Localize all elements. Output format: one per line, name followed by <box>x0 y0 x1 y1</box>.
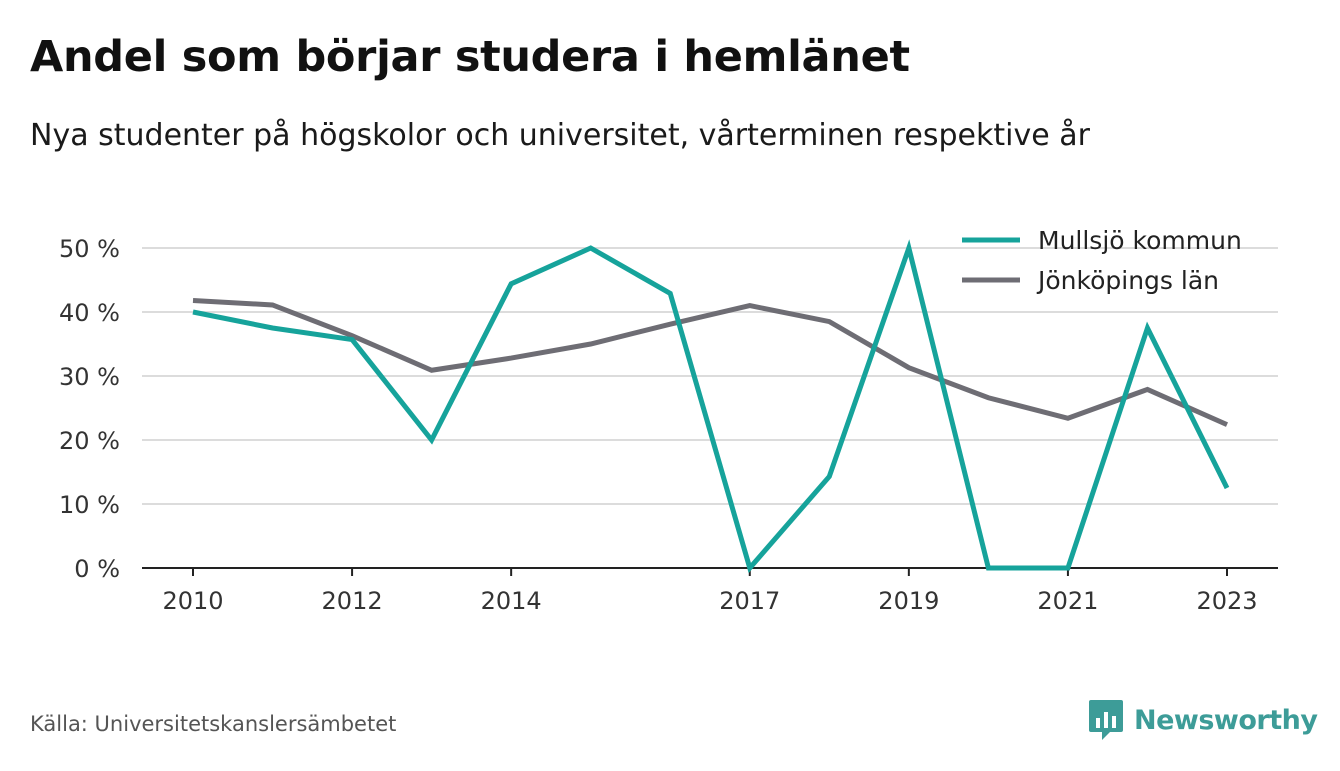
series-lines <box>192 239 1230 574</box>
source-note: Källa: Universitetskanslersämbetet <box>30 712 397 736</box>
legend-label: Mullsjö kommun <box>1038 226 1242 255</box>
x-tick-label: 2012 <box>322 587 383 615</box>
y-tick-label: 10 % <box>59 491 120 519</box>
grid-lines <box>142 247 1278 569</box>
x-tick-label: 2014 <box>481 587 542 615</box>
newsworthy-logo-icon <box>1089 700 1123 740</box>
y-tick-label: 20 % <box>59 427 120 455</box>
x-tick-label: 2021 <box>1037 587 1098 615</box>
x-tick-label: 2010 <box>162 587 223 615</box>
series-line-jönköpings-län <box>192 297 1229 427</box>
x-tick-label: 2023 <box>1196 587 1257 615</box>
y-tick-label: 40 % <box>59 299 120 327</box>
chart-subtitle: Nya studenter på högskolor och universit… <box>30 118 1090 153</box>
legend: Mullsjö kommun Jönköpings län <box>962 226 1242 295</box>
series-line-mullsjö-kommun <box>192 239 1230 574</box>
x-tick-label: 2019 <box>878 587 939 615</box>
x-axis-ticks: 2010 2012 2014 2017 2019 2021 2023 <box>162 568 1258 615</box>
y-axis-ticks: 0 % 10 % 20 % 30 % 40 % 50 % <box>59 235 120 583</box>
x-tick-label: 2017 <box>719 587 780 615</box>
brand-name: Newsworthy <box>1134 704 1318 736</box>
y-tick-label: 0 % <box>74 555 120 583</box>
legend-label: Jönköpings län <box>1036 266 1219 295</box>
y-tick-label: 50 % <box>59 235 120 263</box>
brand-logo: Newsworthy <box>1088 698 1318 742</box>
line-chart: 0 % 10 % 20 % 30 % 40 % 50 % 2010 2012 2014 2017… <box>59 226 1278 615</box>
y-tick-label: 30 % <box>59 363 120 391</box>
chart-title: Andel som börjar studera i hemlänet <box>30 32 910 82</box>
